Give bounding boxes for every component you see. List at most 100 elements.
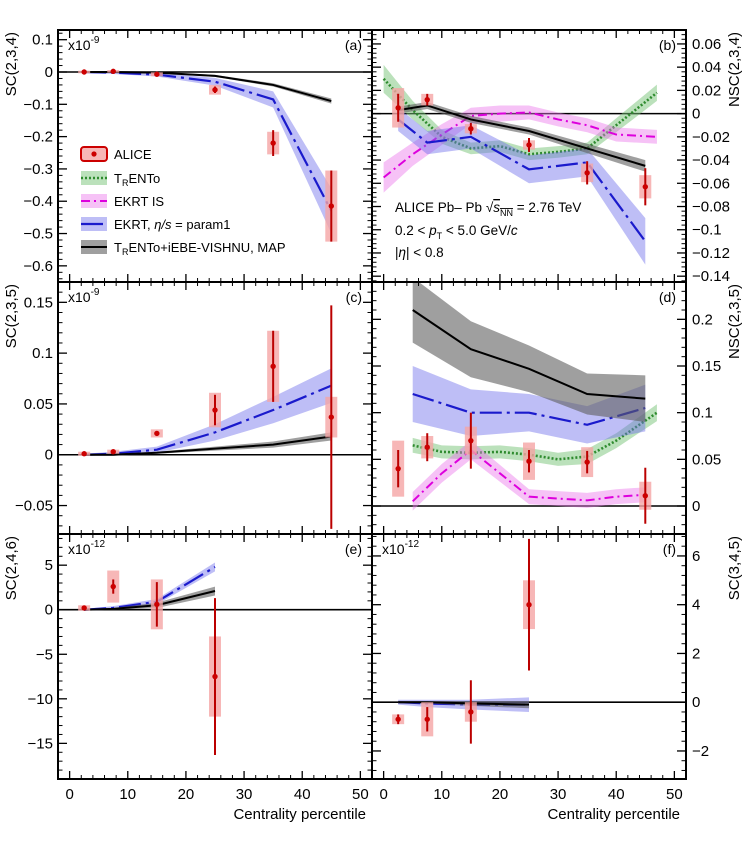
alice-point: [212, 673, 218, 680]
x-axis-title-right: Centrality percentile: [547, 806, 680, 823]
x-axis-titles: Centrality percentile Centrality percenti…: [233, 806, 680, 823]
alice-point: [395, 716, 401, 722]
legend-marker: [91, 151, 97, 157]
y-tick-label: −0.05: [15, 498, 53, 515]
panel-tag: (e): [345, 541, 362, 557]
line-vishnu: [84, 435, 332, 456]
plot-area: [372, 282, 686, 524]
y-axis-title: NSC(2,3,5): [726, 284, 743, 359]
band-vishnu: [398, 102, 646, 172]
y-tick-label: −0.6: [23, 258, 53, 275]
x-tick-label: 30: [550, 786, 567, 803]
legend: ALICE TRENTo EKRT IS EKRT, η/s = param1 TREN…: [80, 146, 286, 257]
x-tick-label: 10: [119, 786, 136, 803]
y-multiplier: x10-12: [382, 539, 419, 557]
plot-area: [58, 562, 372, 755]
y-tick-label: 0.04: [692, 59, 721, 76]
y-tick-label: 0: [692, 498, 700, 515]
alice-point: [424, 444, 430, 450]
band-vishnu: [412, 282, 646, 422]
y-tick-label: 0.02: [692, 82, 721, 99]
y-axis-title: SC(2,3,5): [3, 284, 20, 348]
plot-area: [372, 538, 686, 744]
y-tick-label: 0.05: [24, 396, 53, 413]
y-tick-label: −0.08: [692, 199, 730, 216]
legend-item-ekrt: EKRT, η/s = param1: [81, 217, 230, 232]
y-tick-label: −0.1: [23, 96, 53, 113]
alice-point: [110, 448, 116, 455]
y-tick-label: −0.06: [692, 175, 730, 192]
alice-point: [424, 96, 430, 103]
alice-point: [270, 140, 276, 146]
line-ekrt: [84, 70, 333, 212]
alice-point: [424, 716, 430, 722]
y-tick-label: 0.06: [692, 36, 721, 53]
legend-item-vishnu: TRENTo+iEBE-VISHNU, MAP: [81, 240, 286, 257]
plot-area: [372, 64, 686, 265]
y-tick-label: 0.1: [32, 32, 53, 49]
band-ekrt: [398, 107, 646, 265]
y-axis-title: SC(2,3,4): [3, 32, 20, 96]
y-tick-label: 0: [45, 447, 53, 464]
line-ekrt: [412, 392, 646, 426]
band-trento: [383, 64, 657, 161]
alice-point: [584, 170, 590, 176]
line-ekrt_is: [412, 448, 646, 503]
y-axis-title: SC(2,4,6): [3, 536, 20, 600]
alice-point: [395, 465, 401, 472]
annotation-eta-range: |η| < 0.8: [395, 245, 444, 260]
y-tick-label: 0: [692, 106, 700, 123]
y-tick-label: −0.4: [23, 193, 53, 210]
legend-label: EKRT IS: [114, 194, 164, 209]
legend-label: TRENTo+iEBE-VISHNU, MAP: [114, 240, 286, 257]
alice-point: [154, 430, 160, 437]
annotation-energy: ALICE Pb– Pb √sNN = 2.76 TeV: [395, 200, 581, 218]
alice-point: [395, 105, 401, 111]
alice-point: [212, 87, 218, 93]
alice-point: [154, 71, 160, 77]
line-ekrt: [397, 118, 647, 243]
panel-tag: (b): [659, 37, 676, 53]
x-axis-title-left: Centrality percentile: [233, 806, 366, 823]
alice-point: [81, 605, 87, 611]
panel-tag: (a): [345, 37, 362, 53]
band-ekrt: [84, 368, 332, 456]
x-tick-label: 20: [492, 786, 509, 803]
y-tick-label: 0.1: [32, 345, 53, 362]
x-tick-label: 0: [65, 786, 73, 803]
alice-point: [468, 709, 474, 715]
y-tick-label: 6: [692, 548, 700, 565]
line-vishnu: [398, 104, 646, 167]
legend-label: TRENTo: [114, 171, 160, 188]
x-tick-label: 40: [608, 786, 625, 803]
line-trento: [382, 77, 658, 156]
y-tick-label: 0.15: [692, 358, 721, 375]
y-tick-label: −2: [692, 743, 709, 760]
alice-point: [526, 601, 532, 608]
panel-b: 0.06 0.04 0.02 0 −0.02 −0.04 −0.06 −0.08 −0.1 −0.…: [371, 29, 743, 285]
alice-point: [642, 493, 648, 499]
alice-point: [154, 601, 160, 608]
alice-point: [81, 69, 87, 75]
y-tick-label: 0: [45, 602, 53, 619]
y-tick-label: 0.1: [692, 405, 713, 422]
y-tick-label: −5: [36, 646, 53, 663]
alice-point: [328, 414, 334, 420]
y-tick-label: −0.1: [692, 222, 722, 239]
alice-point: [526, 458, 532, 464]
panel-tag: (c): [346, 289, 362, 305]
y-tick-label: −10: [28, 691, 53, 708]
y-tick-label: 4: [692, 597, 700, 614]
alice-point: [642, 184, 648, 190]
alice-point: [328, 203, 334, 209]
alice-point: [468, 126, 474, 132]
y-tick-label: −0.14: [692, 268, 730, 285]
y-tick-label: 5: [45, 557, 53, 574]
y-axis-title: SC(3,4,5): [726, 536, 743, 600]
alice-point: [110, 68, 116, 75]
annotation-pt-range: 0.2 < pT < 5.0 GeV/c: [395, 223, 518, 241]
y-multiplier: x10-9: [68, 287, 100, 305]
